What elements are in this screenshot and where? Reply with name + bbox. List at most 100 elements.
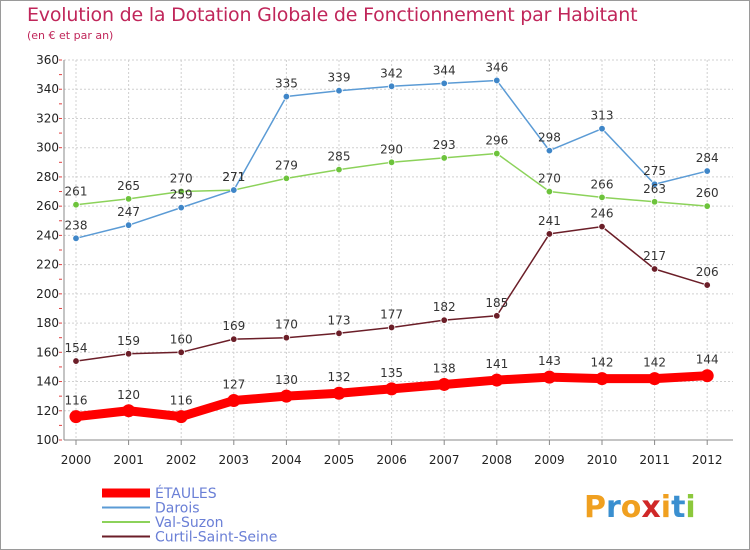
data-point-curtil-saint-seine (282, 333, 291, 342)
data-label-curtil-saint-seine: 177 (380, 307, 403, 321)
data-point-val-suzon (703, 202, 711, 210)
data-label-curtil-saint-seine: 154 (65, 341, 88, 355)
y-tick-label: 300 (36, 141, 59, 155)
x-tick-label: 2004 (271, 453, 302, 467)
data-label-curtil-saint-seine: 170 (275, 318, 298, 332)
data-point-curtil-saint-seine (493, 312, 501, 320)
y-tick-label: 140 (36, 375, 59, 389)
y-tick-label: 180 (36, 316, 59, 330)
logo-letter: t (671, 490, 685, 525)
data-point-val-suzon (387, 158, 396, 167)
data-label-val-suzon: 263 (643, 182, 666, 196)
y-tick-label: 160 (36, 345, 59, 359)
y-tick-label: 220 (36, 258, 59, 272)
data-point-darois (230, 186, 238, 194)
data-point-darois (493, 76, 501, 85)
data-label-darois: 344 (433, 63, 456, 77)
data-point-val-suzon (124, 195, 133, 203)
x-tick-label: 2012 (692, 453, 723, 467)
data-point-etaules (332, 386, 346, 400)
logo-letter: i (685, 490, 695, 525)
data-label-val-suzon: 285 (328, 150, 351, 164)
data-point-darois (177, 203, 185, 212)
data-label-val-suzon: 271 (222, 170, 245, 184)
data-point-val-suzon (335, 165, 343, 174)
data-point-curtil-saint-seine (703, 281, 711, 289)
data-label-darois: 335 (275, 77, 298, 91)
data-point-darois (72, 234, 80, 243)
data-label-darois: 275 (643, 164, 666, 178)
y-tick-label: 120 (36, 404, 59, 418)
data-label-etaules: 142 (591, 356, 614, 370)
data-label-etaules: 142 (643, 356, 666, 370)
x-tick-label: 2010 (587, 453, 618, 467)
chart-subtitle: (en € et par an) (27, 29, 114, 42)
data-label-curtil-saint-seine: 160 (170, 332, 193, 346)
y-tick-label: 240 (36, 228, 59, 242)
data-point-val-suzon (440, 154, 448, 162)
proxiti-logo: Proxiti (584, 490, 696, 525)
data-point-curtil-saint-seine (72, 357, 80, 365)
y-tick-label: 100 (36, 433, 59, 447)
data-point-val-suzon (177, 187, 185, 196)
data-point-etaules (174, 410, 188, 424)
x-tick-label: 2003 (219, 453, 250, 467)
legend-label-val-suzon: Val-Suzon (155, 515, 224, 531)
data-label-darois: 298 (538, 131, 561, 145)
x-tick-label: 2007 (429, 453, 460, 467)
data-label-curtil-saint-seine: 169 (222, 319, 245, 333)
data-point-val-suzon (545, 187, 554, 196)
legend-label-etaules: ÉTAULES (155, 485, 217, 502)
data-label-etaules: 144 (696, 353, 719, 367)
data-label-etaules: 135 (380, 366, 403, 380)
data-label-curtil-saint-seine: 206 (696, 265, 719, 279)
data-point-darois (650, 180, 659, 188)
data-point-curtil-saint-seine (440, 316, 448, 324)
logo-letter: i (661, 490, 671, 525)
data-label-darois: 346 (485, 60, 508, 74)
data-label-curtil-saint-seine: 159 (117, 334, 140, 348)
data-label-darois: 259 (170, 188, 193, 202)
data-point-etaules (69, 410, 83, 424)
data-label-val-suzon: 270 (538, 172, 561, 186)
data-label-val-suzon: 296 (485, 134, 508, 148)
logo-letter: o (621, 490, 642, 525)
data-label-darois: 342 (380, 66, 403, 80)
data-label-val-suzon: 290 (380, 142, 403, 156)
x-tick-label: 2001 (113, 453, 144, 467)
y-tick-label: 280 (36, 170, 59, 184)
data-label-val-suzon: 293 (433, 138, 456, 152)
data-label-curtil-saint-seine: 185 (485, 296, 508, 310)
logo-letter: x (641, 490, 660, 525)
data-label-etaules: 130 (275, 373, 298, 387)
data-point-curtil-saint-seine (387, 323, 396, 332)
data-point-darois (282, 92, 291, 101)
data-point-etaules (437, 377, 451, 391)
data-label-darois: 271 (222, 170, 245, 184)
data-label-etaules: 138 (433, 361, 456, 375)
data-label-val-suzon: 260 (696, 186, 719, 200)
data-point-val-suzon (650, 198, 659, 206)
data-point-curtil-saint-seine (230, 335, 238, 343)
data-label-darois: 313 (591, 109, 614, 123)
data-label-darois: 339 (328, 71, 351, 85)
data-label-etaules: 116 (170, 394, 193, 408)
x-tick-label: 2009 (534, 453, 565, 467)
data-label-curtil-saint-seine: 241 (538, 214, 561, 228)
x-tick-label: 2005 (324, 453, 355, 467)
x-tick-label: 2002 (166, 453, 197, 467)
data-label-val-suzon: 265 (117, 179, 140, 193)
data-point-etaules (648, 372, 662, 386)
data-label-etaules: 132 (328, 370, 351, 384)
data-label-etaules: 116 (65, 394, 88, 408)
data-point-val-suzon (282, 174, 291, 183)
data-point-etaules (227, 394, 241, 408)
data-label-curtil-saint-seine: 246 (591, 207, 614, 221)
data-point-val-suzon (493, 149, 501, 158)
data-label-val-suzon: 261 (65, 185, 88, 199)
data-point-darois (387, 82, 396, 91)
data-point-curtil-saint-seine (335, 329, 343, 338)
logo-letter: P (584, 490, 606, 525)
data-point-darois (598, 124, 606, 133)
data-point-etaules (542, 370, 556, 384)
